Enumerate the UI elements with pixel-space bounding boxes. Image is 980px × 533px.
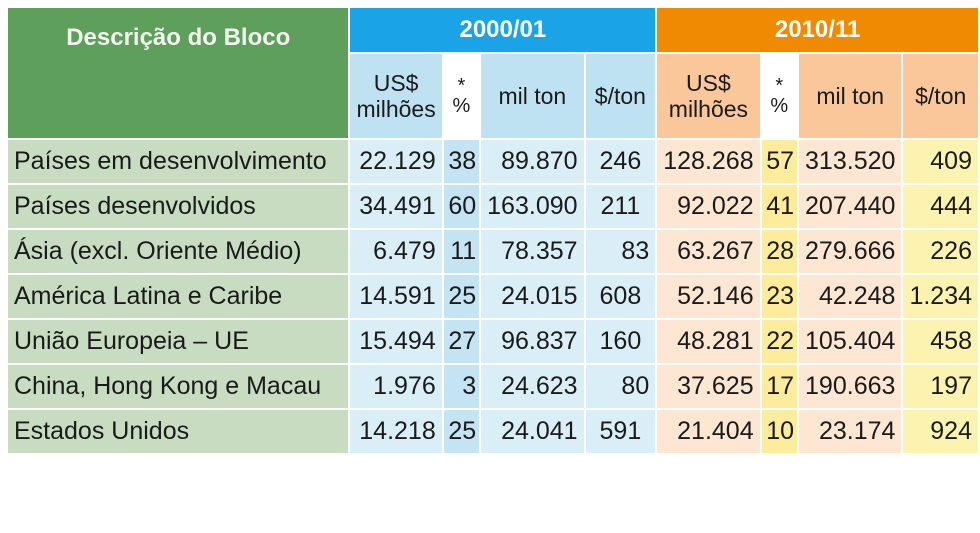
cell-ton-2000: 96.837	[479, 318, 586, 365]
subheader-perton-2000: $/ton	[583, 52, 658, 140]
row-desc: Países em desenvolvimento	[5, 138, 351, 185]
table-row: Países em desenvolvimento 22.129 38 89.8…	[5, 138, 980, 185]
cell-perton-2010: 444	[901, 183, 980, 230]
subheader-milton-2010: mil ton	[797, 52, 904, 140]
subheader-pct-2000: * %	[441, 52, 482, 140]
row-desc: Estados Unidos	[5, 408, 351, 455]
cell-perton-2000: 83	[583, 228, 658, 275]
cell-ton-2010: 42.248	[797, 273, 904, 320]
table-row: Países desenvolvidos 34.491 60 163.090 2…	[5, 183, 980, 230]
row-desc: América Latina e Caribe	[5, 273, 351, 320]
cell-ton-2000: 78.357	[479, 228, 586, 275]
header-row-subcolumns: US$ milhões * % mil ton $/ton US$ milhõe…	[7, 52, 980, 140]
cell-usd-2010: 128.268	[655, 138, 762, 185]
export-table: Descrição do Bloco 2000/01 2010/11 US$ m…	[5, 6, 980, 455]
cell-usd-2000: 34.491	[348, 183, 444, 230]
table-container: Descrição do Bloco 2000/01 2010/11 US$ m…	[5, 6, 980, 455]
cell-pct-2000: 38	[441, 138, 482, 185]
cell-usd-2000: 14.591	[348, 273, 444, 320]
subheader-perton-2010: $/ton	[901, 52, 980, 140]
cell-perton-2010: 226	[901, 228, 980, 275]
subheader-pct-2010: * %	[759, 52, 800, 140]
cell-ton-2010: 190.663	[797, 363, 904, 410]
cell-pct-2010: 22	[759, 318, 800, 365]
table-row: Ásia (excl. Oriente Médio) 6.479 11 78.3…	[5, 228, 980, 275]
row-desc: Países desenvolvidos	[5, 183, 351, 230]
table-row: China, Hong Kong e Macau 1.976 3 24.623 …	[5, 363, 980, 410]
cell-pct-2000: 25	[441, 273, 482, 320]
row-desc: China, Hong Kong e Macau	[5, 363, 351, 410]
group-header-2000: 2000/01	[348, 6, 658, 54]
cell-ton-2010: 23.174	[797, 408, 904, 455]
cell-pct-2010: 10	[759, 408, 800, 455]
cell-usd-2000: 14.218	[348, 408, 444, 455]
cell-usd-2010: 37.625	[655, 363, 762, 410]
cell-usd-2000: 15.494	[348, 318, 444, 365]
cell-ton-2000: 89.870	[479, 138, 586, 185]
cell-perton-2010: 458	[901, 318, 980, 365]
cell-perton-2000: 246	[583, 138, 658, 185]
cell-pct-2000: 60	[441, 183, 482, 230]
cell-pct-2000: 25	[441, 408, 482, 455]
cell-perton-2000: 80	[583, 363, 658, 410]
cell-perton-2010: 197	[901, 363, 980, 410]
cell-pct-2010: 17	[759, 363, 800, 410]
subheader-usd-2000: US$ milhões	[348, 52, 444, 140]
cell-usd-2010: 48.281	[655, 318, 762, 365]
cell-pct-2000: 11	[441, 228, 482, 275]
row-desc: Ásia (excl. Oriente Médio)	[5, 228, 351, 275]
cell-pct-2010: 23	[759, 273, 800, 320]
header-row-groups: Descrição do Bloco 2000/01 2010/11	[5, 6, 980, 140]
cell-perton-2010: 409	[901, 138, 980, 185]
cell-usd-2000: 22.129	[348, 138, 444, 185]
cell-usd-2000: 1.976	[348, 363, 444, 410]
cell-pct-2000: 27	[441, 318, 482, 365]
cell-perton-2000: 608	[583, 273, 658, 320]
cell-usd-2010: 92.022	[655, 183, 762, 230]
cell-perton-2010: 1.234	[901, 273, 980, 320]
cell-pct-2010: 28	[759, 228, 800, 275]
cell-pct-2010: 41	[759, 183, 800, 230]
row-desc: União Europeia – UE	[5, 318, 351, 365]
cell-ton-2000: 163.090	[479, 183, 586, 230]
cell-pct-2000: 3	[441, 363, 482, 410]
cell-ton-2000: 24.623	[479, 363, 586, 410]
subheader-milton-2000: mil ton	[479, 52, 586, 140]
cell-usd-2000: 6.479	[348, 228, 444, 275]
table-row: América Latina e Caribe 14.591 25 24.015…	[5, 273, 980, 320]
cell-pct-2010: 57	[759, 138, 800, 185]
cell-ton-2010: 105.404	[797, 318, 904, 365]
cell-usd-2010: 52.146	[655, 273, 762, 320]
table-row: Estados Unidos 14.218 25 24.041 591 21.4…	[5, 408, 980, 455]
subheader-usd-2010: US$ milhões	[655, 52, 762, 140]
cell-perton-2000: 211	[583, 183, 658, 230]
desc-column-header: Descrição do Bloco	[5, 6, 351, 140]
cell-ton-2000: 24.015	[479, 273, 586, 320]
cell-usd-2010: 63.267	[655, 228, 762, 275]
cell-perton-2010: 924	[901, 408, 980, 455]
cell-perton-2000: 591	[583, 408, 658, 455]
cell-perton-2000: 160	[583, 318, 658, 365]
table-row: União Europeia – UE 15.494 27 96.837 160…	[5, 318, 980, 365]
cell-usd-2010: 21.404	[655, 408, 762, 455]
cell-ton-2010: 279.666	[797, 228, 904, 275]
group-header-2010: 2010/11	[655, 6, 980, 54]
cell-ton-2000: 24.041	[479, 408, 586, 455]
cell-ton-2010: 207.440	[797, 183, 904, 230]
cell-ton-2010: 313.520	[797, 138, 904, 185]
